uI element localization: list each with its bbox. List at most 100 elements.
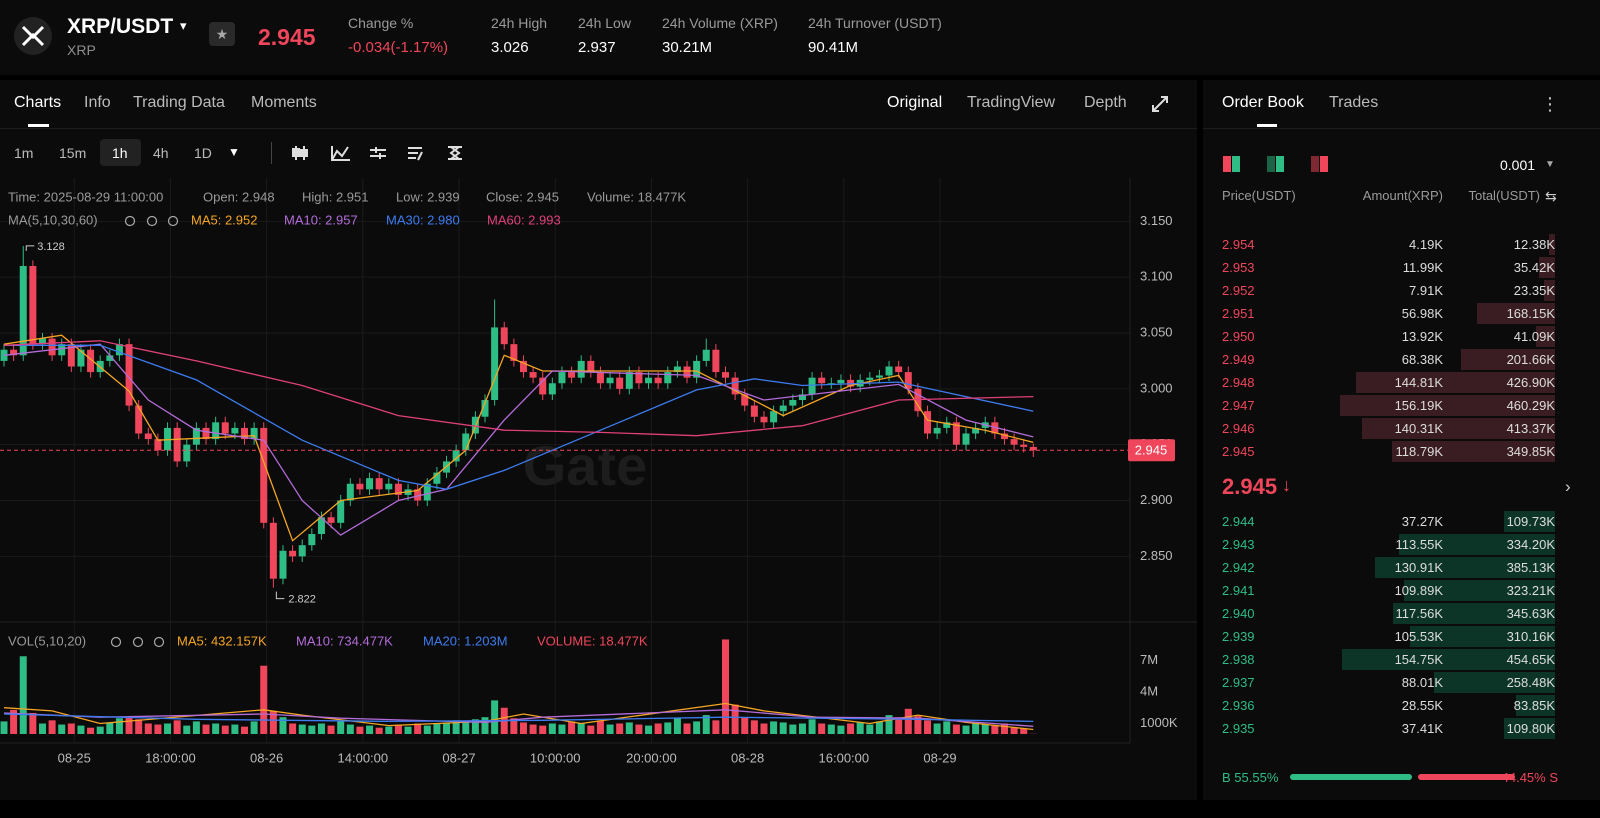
total: 385.13K: [1506, 560, 1555, 575]
ask-row[interactable]: 2.951 56.98K 168.15K: [1203, 303, 1600, 324]
tab[interactable]: Moments: [251, 94, 317, 111]
pair-dropdown[interactable]: ▾: [180, 18, 187, 33]
volume-bar: [510, 718, 518, 734]
ask-row[interactable]: 2.950 13.92K 41.09K: [1203, 326, 1600, 347]
ask-row[interactable]: 2.952 7.91K 23.35K: [1203, 280, 1600, 301]
candle-body: [866, 377, 874, 380]
volume-bar: [943, 721, 951, 734]
ask-row[interactable]: 2.949 68.38K 201.66K: [1203, 349, 1600, 370]
volume-bar: [827, 724, 835, 734]
volume-bar: [702, 715, 710, 734]
volume-bar: [385, 726, 393, 734]
divider: [1203, 128, 1600, 129]
candle-body: [221, 422, 229, 434]
mid-arrow[interactable]: ›: [1565, 477, 1571, 496]
low-marker-arrow: [275, 591, 285, 600]
volume-bar: [491, 700, 499, 734]
interval[interactable]: 1h: [112, 145, 128, 161]
mid-trend: ↓: [1282, 475, 1291, 495]
view-tab[interactable]: Depth: [1084, 94, 1127, 111]
volume-bar: [135, 719, 143, 734]
stat-value: 3.026: [491, 39, 529, 56]
price: 2.947: [1222, 398, 1255, 413]
total: 201.66K: [1506, 352, 1555, 367]
step-select[interactable]: 0.001: [1500, 157, 1536, 173]
candle-body: [375, 478, 383, 490]
volume-bar: [212, 723, 220, 734]
high-marker-arrow: [25, 245, 35, 251]
bid-row[interactable]: 2.935 37.41K 109.80K: [1203, 718, 1600, 739]
volume-bar: [96, 726, 104, 734]
interval[interactable]: 1D: [194, 145, 212, 161]
swap-icon[interactable]: ⇆: [1545, 188, 1557, 204]
volume-bar: [1020, 728, 1028, 734]
favorite-button[interactable]: ★: [209, 22, 235, 46]
depth-bar: [1398, 534, 1555, 555]
amount: 88.01K: [1401, 675, 1443, 690]
interval[interactable]: 4h: [153, 145, 169, 161]
tab-underline: [1257, 124, 1277, 127]
more-menu[interactable]: ⋮: [1541, 94, 1559, 114]
interval[interactable]: 1m: [14, 145, 34, 161]
interval[interactable]: 15m: [59, 145, 87, 161]
bid-row[interactable]: 2.940 117.56K 345.63K: [1203, 603, 1600, 624]
book-tab[interactable]: Order Book: [1222, 94, 1304, 111]
ask-row[interactable]: 2.947 156.19K 460.29K: [1203, 395, 1600, 416]
interval-selected: [100, 139, 141, 166]
bid-row[interactable]: 2.942 130.91K 385.13K: [1203, 557, 1600, 578]
price: 2.946: [1222, 421, 1255, 436]
ask-row[interactable]: 2.954 4.19K 12.38K: [1203, 234, 1600, 255]
tab[interactable]: Trading Data: [133, 94, 225, 111]
ask-row[interactable]: 2.948 144.81K 426.90K: [1203, 372, 1600, 393]
bid-row[interactable]: 2.939 105.53K 310.16K: [1203, 626, 1600, 647]
bid-row[interactable]: 2.937 88.01K 258.48K: [1203, 672, 1600, 693]
book-tab[interactable]: Trades: [1329, 94, 1379, 111]
book-layout-icons[interactable]: [1221, 154, 1331, 174]
interval-dropdown[interactable]: ▼: [228, 145, 240, 159]
candle-body: [346, 483, 354, 501]
volume-bar: [481, 717, 489, 734]
ask-row[interactable]: 2.946 140.31K 413.37K: [1203, 418, 1600, 439]
bid-row[interactable]: 2.944 37.27K 109.73K: [1203, 511, 1600, 532]
ask-row[interactable]: 2.945 118.79K 349.85K: [1203, 441, 1600, 462]
candle-body: [1000, 433, 1008, 440]
tab[interactable]: Info: [84, 94, 111, 111]
volume-bar: [693, 721, 701, 734]
expand-icon[interactable]: [1150, 94, 1170, 114]
volume-bar: [904, 708, 912, 734]
current-price-label: 2.945: [1135, 443, 1168, 458]
bid-row[interactable]: 2.936 28.55K 83.85K: [1203, 695, 1600, 716]
sell-ratio-bar: [1417, 774, 1515, 780]
volume-bar: [519, 722, 527, 734]
candle-body: [87, 349, 95, 373]
tab[interactable]: Charts: [14, 94, 62, 111]
candle-body: [635, 372, 643, 384]
price: 2.950: [1222, 329, 1255, 344]
bid-row[interactable]: 2.941 109.89K 323.21K: [1203, 580, 1600, 601]
candle-body: [616, 377, 624, 389]
depth-bar: [1460, 349, 1555, 370]
stat-label: Change %: [348, 15, 414, 31]
volume-bar: [192, 721, 200, 734]
price: 2.948: [1222, 375, 1255, 390]
view-tab[interactable]: TradingView: [967, 94, 1056, 111]
amount: 118.79K: [1395, 444, 1443, 459]
candle-body: [164, 427, 172, 451]
candle-body: [529, 372, 537, 378]
amount: 11.99K: [1402, 260, 1443, 275]
bid-row[interactable]: 2.943 113.55K 334.20K: [1203, 534, 1600, 555]
total: 413.37K: [1506, 421, 1555, 436]
volume-bar: [394, 724, 402, 734]
ohlc-info: Time: 2025-08-29 11:00:00: [8, 189, 163, 204]
depth-bar: [1393, 603, 1555, 624]
ask-row[interactable]: 2.953 11.99K 35.42K: [1203, 257, 1600, 278]
candle-body: [241, 427, 248, 440]
candle-body: [548, 383, 556, 395]
volume-bar: [0, 721, 8, 734]
order-book-panel: ⋮ 0.001 ▼ ⇆ › ↓ Order Book Trades Price(US…: [1203, 80, 1600, 800]
candle-body: [202, 427, 210, 440]
bid-row[interactable]: 2.938 154.75K 454.65K: [1203, 649, 1600, 670]
view-tab[interactable]: Original: [887, 94, 943, 111]
candle-body: [10, 349, 18, 356]
x-tick-label: 08-27: [442, 750, 475, 765]
